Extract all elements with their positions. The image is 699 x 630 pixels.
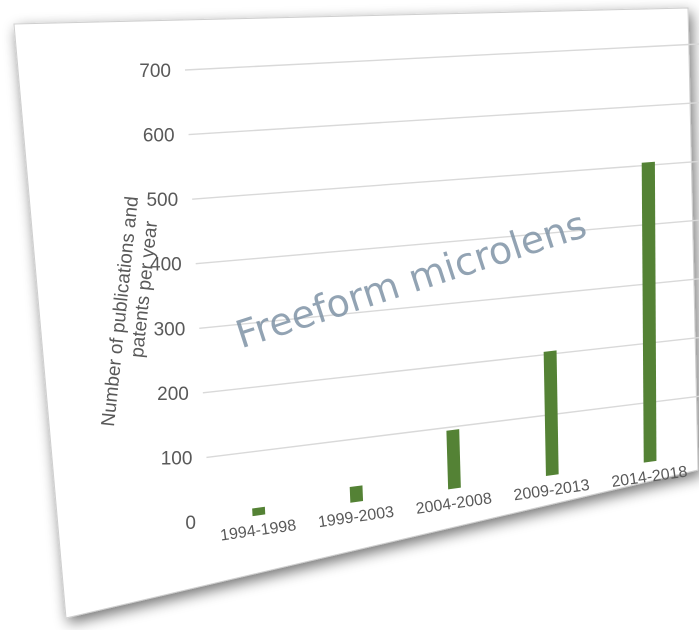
gridline — [206, 395, 699, 459]
gridline — [184, 43, 699, 71]
bar-1994-1998 — [252, 506, 266, 517]
bar-2009-2013 — [543, 350, 559, 476]
y-tick-label: 600 — [143, 126, 175, 147]
gridline — [192, 160, 699, 200]
y-tick-label: 500 — [146, 190, 178, 211]
y-tick-label: 0 — [185, 513, 196, 534]
y-tick-label: 100 — [161, 448, 193, 469]
y-tick-label: 400 — [150, 255, 182, 276]
gridline — [202, 336, 699, 394]
gridlines — [184, 43, 699, 459]
y-tick-label: 300 — [154, 319, 186, 340]
y-tick-label: 200 — [157, 384, 189, 405]
y-tick-labels: 0 100 200 300 400 500 600 700 — [139, 61, 196, 534]
bar-2014-2018 — [641, 161, 657, 463]
y-tick-label: 700 — [139, 61, 171, 82]
bars — [252, 161, 657, 517]
gridline — [195, 219, 699, 265]
bar-1999-2003 — [349, 485, 364, 503]
gridline — [199, 278, 699, 329]
bar-2004-2008 — [446, 429, 461, 490]
gridline — [188, 102, 699, 136]
